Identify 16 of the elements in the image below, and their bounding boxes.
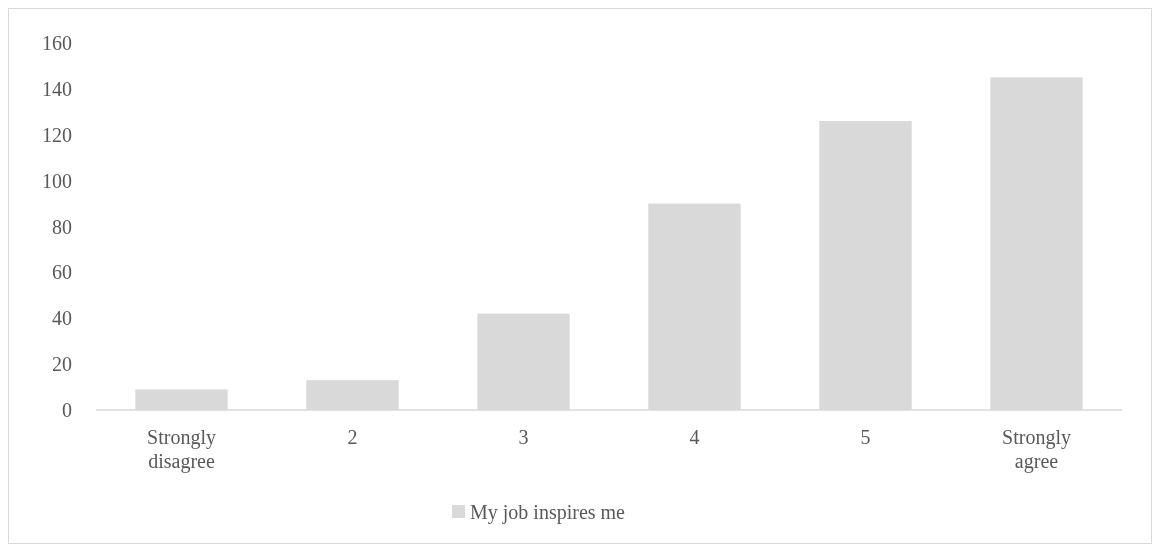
x-tick-label: Strongly disagree [147,426,216,473]
x-tick-label: Strongly agree [1002,426,1071,473]
x-tick-label: 2 [347,426,358,448]
y-tick-label: 80 [52,215,72,238]
y-tick-label: 100 [42,169,72,192]
y-tick-label: 60 [52,261,72,284]
y-tick-label: 20 [52,353,72,376]
y-tick-label: 0 [62,399,72,421]
x-tick-label: 5 [860,426,871,448]
y-tick-label: 140 [42,77,72,100]
legend-label: My job inspires me [470,501,626,524]
y-tick-label: 160 [42,32,72,54]
y-tick-label: 120 [42,123,72,146]
x-tick-label: 4 [689,426,700,448]
x-tick-label: 3 [518,426,529,448]
y-tick-label: 40 [52,307,72,330]
